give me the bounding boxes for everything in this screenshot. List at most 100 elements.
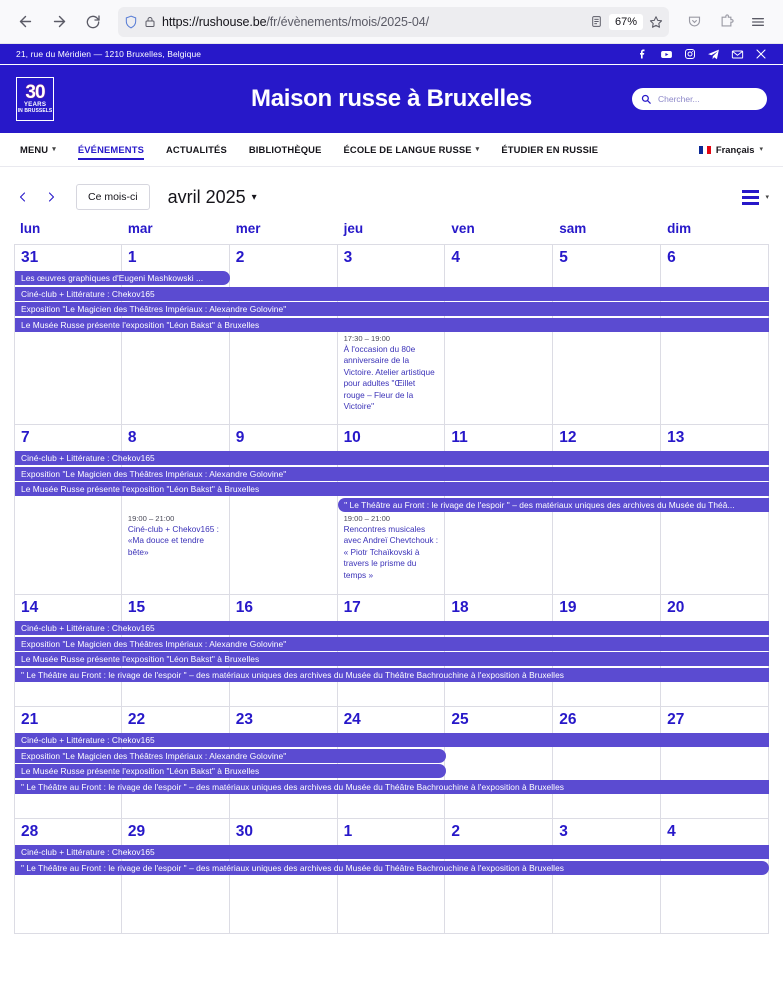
address-bar[interactable]: https://rushouse.be/fr/évènements/mois/2… (118, 6, 669, 37)
multi-day-event-bar[interactable]: Ciné-club + Littérature : Chekov165 (15, 286, 769, 301)
multi-day-event-bar[interactable]: " Le Théâtre au Front : le rivage de l'e… (338, 497, 769, 512)
calendar-day-cell[interactable]: 4 (661, 819, 769, 933)
calendar-day-cell[interactable]: 20 (661, 595, 769, 706)
calendar-day-cell[interactable]: 24 (338, 707, 446, 818)
calendar-day-cell[interactable]: 14 (14, 595, 122, 706)
extensions-icon[interactable] (711, 7, 741, 37)
calendar-day-cell[interactable]: 6 (661, 245, 769, 424)
calendar-day-cell[interactable]: 1 (122, 245, 230, 424)
calendar-day-cell[interactable]: 2 (230, 245, 338, 424)
multi-day-event-bar[interactable]: Ciné-club + Littérature : Chekov165 (15, 621, 769, 635)
pocket-icon[interactable] (679, 7, 709, 37)
multi-day-event-bar[interactable]: Le Musée Russe présente l'exposition "Lé… (15, 482, 769, 496)
forward-arrow-icon[interactable] (44, 7, 74, 37)
multi-day-event-bar[interactable]: " Le Théâtre au Front : le rivage de l'e… (15, 667, 769, 682)
nav-item-menu[interactable]: MENU ▾ (20, 133, 56, 166)
timed-event[interactable]: 17:30 – 19:00 À l'occasion du 80e anniver… (344, 332, 439, 413)
reader-mode-icon[interactable] (590, 15, 603, 28)
youtube-icon[interactable] (660, 48, 673, 61)
calendar-day-cell[interactable]: 27 (661, 707, 769, 818)
star-icon[interactable] (649, 15, 663, 29)
calendar-day-cell[interactable]: 16 (230, 595, 338, 706)
calendar-day-cell[interactable]: 1 (338, 819, 446, 933)
calendar-day-cell[interactable]: 7 (14, 425, 122, 594)
hamburger-menu-icon[interactable] (743, 7, 773, 37)
site-logo[interactable]: 30 YEARS IN BRUSSELS (16, 77, 54, 121)
calendar-day-cell[interactable]: 21 (14, 707, 122, 818)
multi-day-event-bar[interactable]: Le Musée Russe présente l'exposition "Lé… (15, 652, 769, 666)
multi-day-event-bar[interactable]: Le Musée Russe présente l'exposition "Lé… (15, 764, 446, 778)
back-arrow-icon[interactable] (10, 7, 40, 37)
nav-item-bibliotheque[interactable]: BIBLIOTHÈQUE (249, 133, 322, 166)
nav-item-etudier-en-russie[interactable]: ÉTUDIER EN RUSSIE (501, 133, 598, 166)
multi-day-event-bar[interactable]: Le Musée Russe présente l'exposition "Lé… (15, 317, 769, 332)
month-selector[interactable]: avril 2025 ▾ (168, 187, 257, 208)
calendar-day-cell[interactable]: 22 (122, 707, 230, 818)
calendar-day-cell[interactable]: 3 (553, 819, 662, 933)
event-time: 19:00 – 21:00 (343, 513, 391, 523)
day-number: 7 (21, 429, 30, 446)
calendar-week-row: 14 15 16 17 18 19 20 Ciné-club + Littérature : … (14, 595, 769, 707)
zoom-level-badge[interactable]: 67% (608, 13, 643, 30)
this-month-button[interactable]: Ce mois-ci (76, 183, 150, 211)
search-box[interactable] (632, 88, 767, 110)
calendar-day-cell[interactable]: 4 (445, 245, 554, 424)
language-selector[interactable]: Français ▾ (698, 144, 763, 155)
multi-day-event-bar[interactable]: Exposition "Le Magicien des Théâtres Imp… (15, 748, 446, 763)
multi-day-event-bar[interactable]: Ciné-club + Littérature : Chekov165 (15, 451, 769, 465)
calendar-day-cell[interactable]: 28 (14, 819, 122, 933)
multi-day-event-bar[interactable]: Exposition "Le Magicien des Théâtres Imp… (15, 466, 769, 481)
contact-address: 21, rue du Méridien — 1210 Bruxelles, Be… (16, 49, 202, 59)
event-title: À l'occasion du 80e anniversaire de la V… (343, 343, 435, 412)
calendar-day-cell[interactable]: 15 (122, 595, 230, 706)
logo-city-line: IN BRUSSELS (17, 107, 53, 114)
event-title: Rencontres musicales avec Andreï Chevtch… (343, 523, 439, 580)
day-number: 2 (451, 823, 461, 840)
nav-label: MENU (20, 144, 49, 155)
calendar-day-cell[interactable]: 3 17:30 – 19:00 À l'occasion du 80e annive… (338, 245, 446, 424)
multi-day-event-bar[interactable]: " Le Théâtre au Front : le rivage de l'e… (15, 860, 769, 875)
multi-day-event-bands: Ciné-club + Littérature : Chekov165 Expos… (15, 733, 769, 795)
calendar-day-cell[interactable]: 26 (553, 707, 662, 818)
calendar-week-row: 7 8 19:00 – 21:00 Ciné-club + Chekov165 : «… (14, 425, 769, 595)
calendar-day-cell[interactable]: 2 (445, 819, 554, 933)
multi-day-event-bar[interactable]: Exposition "Le Magicien des Théâtres Imp… (15, 302, 769, 316)
calendar-day-cell[interactable]: 25 (445, 707, 554, 818)
calendar-day-cell[interactable]: 23 (230, 707, 338, 818)
shield-icon[interactable] (124, 15, 138, 29)
multi-day-event-bar[interactable]: " Le Théâtre au Front : le rivage de l'e… (15, 779, 769, 794)
multi-day-event-bar[interactable]: Ciné-club + Littérature : Chekov165 (15, 845, 769, 859)
day-number: 1 (343, 823, 353, 840)
multi-day-event-bar[interactable]: Les œuvres graphiques d'Eugeni Mashkowsk… (15, 271, 231, 285)
timed-event[interactable]: 19:00 – 21:00 Ciné-club + Chekov165 : «Ma… (128, 512, 223, 559)
calendar-day-cell[interactable]: 18 (445, 595, 554, 706)
reload-icon[interactable] (78, 7, 108, 37)
next-month-button[interactable] (42, 184, 60, 210)
facebook-icon[interactable] (637, 48, 649, 60)
nav-item-evenements[interactable]: ÉVÉNEMENTS (77, 133, 145, 166)
nav-item-ecole-de-langue-russe[interactable]: ÉCOLE DE LANGUE RUSSE ▾ (344, 133, 480, 166)
multi-day-event-bar[interactable]: Ciné-club + Littérature : Chekov165 (15, 733, 769, 747)
view-switcher[interactable]: ▾ (742, 189, 769, 205)
nav-item-actualites[interactable]: ACTUALITÉS (166, 133, 227, 166)
instagram-icon[interactable] (684, 48, 696, 60)
calendar-day-cell[interactable]: 31 (14, 245, 122, 424)
telegram-icon[interactable] (707, 48, 720, 61)
day-number: 18 (451, 599, 469, 616)
calendar-day-cell[interactable]: 29 (122, 819, 230, 933)
calendar-day-cell[interactable]: 17 (338, 595, 446, 706)
search-input[interactable] (658, 94, 758, 104)
email-icon[interactable] (731, 48, 744, 61)
calendar-day-cell[interactable]: 9 (230, 425, 338, 594)
calendar-day-cell[interactable]: 5 (553, 245, 662, 424)
prev-month-button[interactable] (14, 184, 32, 210)
day-number: 8 (127, 429, 137, 446)
language-label: Français (715, 144, 755, 155)
calendar-day-cell[interactable]: 30 (230, 819, 338, 933)
timed-event[interactable]: 19:00 – 21:00 Rencontres musicales avec A… (344, 512, 439, 581)
list-view-icon[interactable] (742, 189, 760, 205)
calendar-day-cell[interactable]: 8 19:00 – 21:00 Ciné-club + Chekov165 : «M… (122, 425, 230, 594)
multi-day-event-bar[interactable]: Exposition "Le Magicien des Théâtres Imp… (15, 636, 769, 651)
calendar-day-cell[interactable]: 19 (553, 595, 662, 706)
x-twitter-icon[interactable] (755, 48, 767, 60)
